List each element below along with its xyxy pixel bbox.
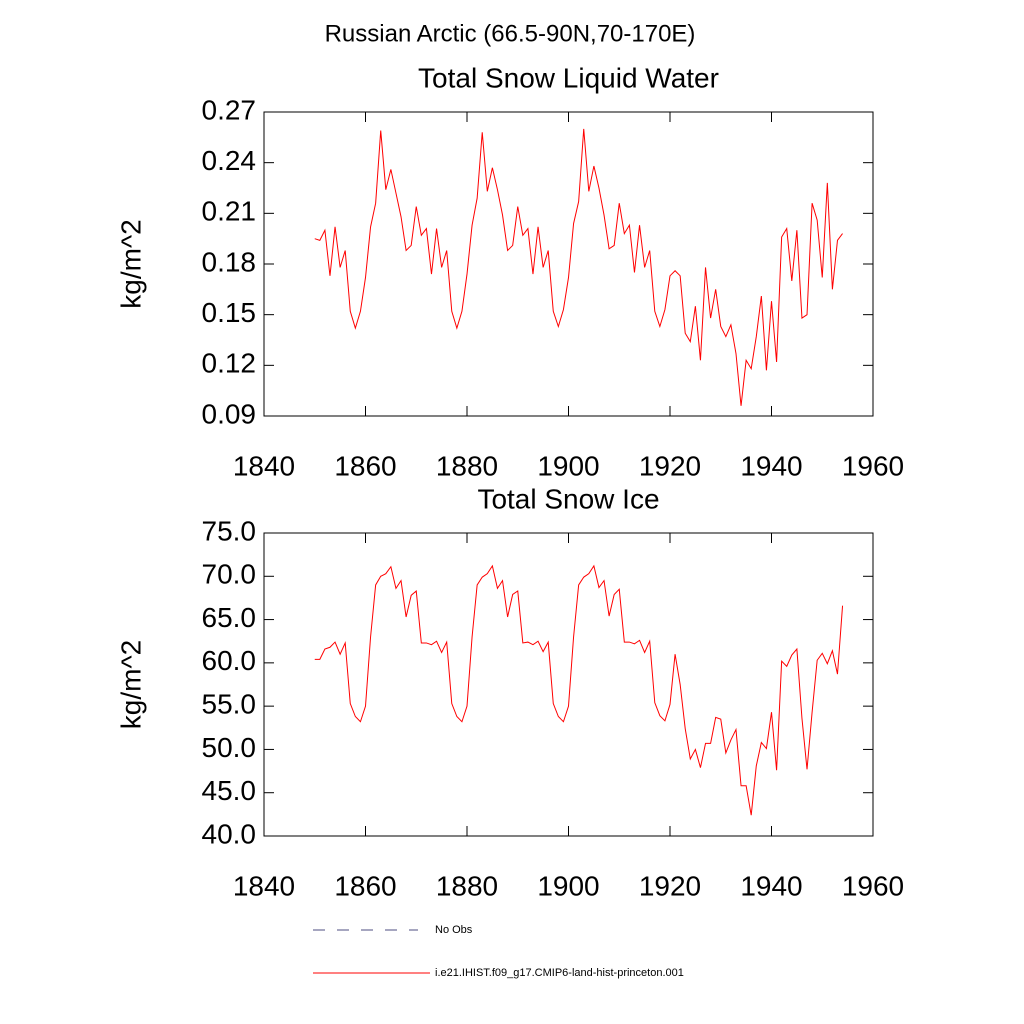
y-tick-label: 0.27	[202, 94, 257, 125]
legend-label: i.e21.IHIST.f09_g17.CMIP6-land-hist-prin…	[435, 967, 684, 979]
x-tick-label: 1900	[537, 870, 599, 901]
y-tick-label: 0.24	[202, 145, 257, 176]
x-tick-label: 1840	[233, 450, 295, 481]
y-axis-label: kg/m^2	[115, 219, 146, 308]
x-tick-label: 1840	[233, 870, 295, 901]
x-tick-label: 1960	[842, 870, 904, 901]
y-tick-label: 70.0	[202, 559, 257, 590]
x-tick-label: 1940	[740, 450, 802, 481]
plot-frame	[263, 532, 874, 837]
figure-title: Russian Arctic (66.5-90N,70-170E)	[325, 20, 696, 47]
x-tick-label: 1920	[639, 870, 701, 901]
x-tick-label: 1860	[334, 870, 396, 901]
y-tick-label: 45.0	[202, 775, 257, 806]
x-tick-label: 1880	[436, 450, 498, 481]
y-tick-label: 0.09	[202, 398, 257, 429]
plot-frame	[263, 111, 874, 417]
chart-title: Total Snow Ice	[477, 483, 659, 514]
y-tick-label: 75.0	[202, 515, 257, 546]
y-tick-label: 0.18	[202, 246, 257, 277]
y-axis-label: kg/m^2	[115, 640, 146, 729]
x-tick-label: 1900	[537, 450, 599, 481]
x-tick-label: 1860	[334, 450, 396, 481]
y-tick-label: 60.0	[202, 645, 257, 676]
y-tick-label: 0.15	[202, 297, 257, 328]
y-tick-label: 0.12	[202, 348, 257, 379]
x-tick-label: 1920	[639, 450, 701, 481]
legend-label: No Obs	[435, 924, 473, 936]
chart-title: Total Snow Liquid Water	[418, 62, 719, 93]
series-line	[314, 128, 843, 406]
x-tick-label: 1960	[842, 450, 904, 481]
y-tick-label: 65.0	[202, 602, 257, 633]
x-tick-label: 1940	[740, 870, 802, 901]
y-tick-label: 50.0	[202, 732, 257, 763]
series-line	[314, 564, 844, 816]
y-tick-label: 55.0	[202, 689, 257, 720]
x-tick-label: 1880	[436, 870, 498, 901]
y-tick-label: 0.21	[202, 196, 257, 227]
y-tick-label: 40.0	[202, 818, 257, 849]
